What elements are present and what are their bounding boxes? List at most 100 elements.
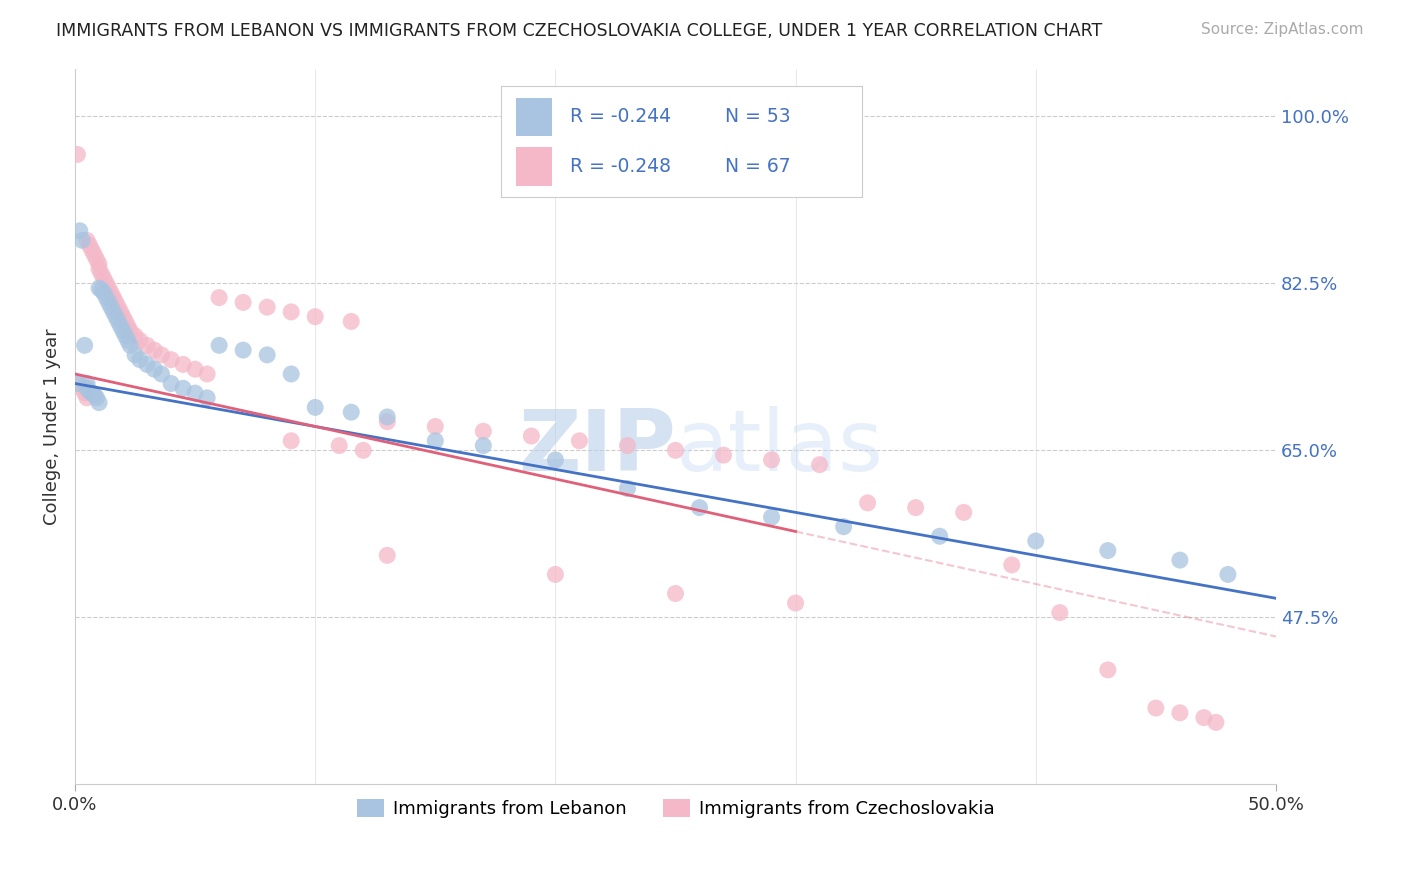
Point <box>114 328 136 343</box>
Point <box>664 443 686 458</box>
Point <box>375 549 398 563</box>
Point <box>114 314 136 328</box>
Point <box>232 295 254 310</box>
Point <box>1001 558 1024 572</box>
Point <box>208 338 231 352</box>
Point <box>160 376 183 391</box>
Point <box>87 281 110 295</box>
Text: IMMIGRANTS FROM LEBANON VS IMMIGRANTS FROM CZECHOSLOVAKIA COLLEGE, UNDER 1 YEAR : IMMIGRANTS FROM LEBANON VS IMMIGRANTS FR… <box>56 22 1102 40</box>
Point <box>904 500 927 515</box>
Point <box>93 285 115 300</box>
Point <box>66 147 89 161</box>
Text: Source: ZipAtlas.com: Source: ZipAtlas.com <box>1201 22 1364 37</box>
Point <box>425 419 447 434</box>
Point <box>73 338 96 352</box>
Point <box>76 391 98 405</box>
Point <box>117 334 139 348</box>
Point <box>568 434 591 448</box>
Point <box>256 348 278 362</box>
Point <box>103 291 125 305</box>
Point <box>616 482 638 496</box>
Point <box>93 271 115 285</box>
Point <box>1205 715 1227 730</box>
Point <box>90 283 112 297</box>
Point <box>143 343 166 358</box>
Point <box>160 352 183 367</box>
Point <box>1192 710 1215 724</box>
Point <box>304 310 326 324</box>
Point <box>80 243 103 257</box>
Point <box>544 567 567 582</box>
Point <box>616 439 638 453</box>
Point <box>107 300 129 314</box>
Point <box>232 343 254 358</box>
Point <box>136 338 159 352</box>
Point <box>184 386 207 401</box>
Point <box>328 439 350 453</box>
Point <box>97 295 120 310</box>
Text: atlas: atlas <box>675 407 883 490</box>
Point <box>83 247 105 261</box>
Point <box>70 233 93 247</box>
Point <box>112 324 135 338</box>
Point <box>832 519 855 533</box>
Point <box>76 381 98 395</box>
Point <box>761 453 783 467</box>
Point <box>472 439 495 453</box>
Point <box>520 429 543 443</box>
Point <box>352 443 374 458</box>
Point <box>128 334 150 348</box>
Point <box>104 310 127 324</box>
Point <box>761 510 783 524</box>
Point <box>107 314 129 328</box>
Point <box>80 386 103 401</box>
Point <box>150 348 173 362</box>
Point <box>69 224 91 238</box>
Point <box>87 262 110 277</box>
Point <box>1168 553 1191 567</box>
Point <box>150 367 173 381</box>
Point <box>472 424 495 438</box>
Point <box>143 362 166 376</box>
Point <box>69 376 91 391</box>
Point <box>76 233 98 247</box>
Point <box>1097 663 1119 677</box>
Point <box>112 310 135 324</box>
Point <box>87 257 110 271</box>
Point <box>928 529 950 543</box>
Text: ZIP: ZIP <box>517 407 675 490</box>
Point <box>689 500 711 515</box>
Point <box>172 358 194 372</box>
Point <box>375 409 398 424</box>
Point <box>79 238 101 252</box>
Point <box>280 305 302 319</box>
Point <box>128 352 150 367</box>
Point <box>280 367 302 381</box>
Point <box>100 285 122 300</box>
Point <box>86 252 108 267</box>
Point <box>1168 706 1191 720</box>
Point <box>124 348 146 362</box>
Point <box>103 305 125 319</box>
Point <box>184 362 207 376</box>
Point <box>120 338 142 352</box>
Point <box>1097 543 1119 558</box>
Point <box>117 319 139 334</box>
Point <box>87 395 110 409</box>
Point <box>785 596 807 610</box>
Point <box>375 415 398 429</box>
Point <box>120 324 142 338</box>
Point <box>124 328 146 343</box>
Point <box>96 291 118 305</box>
Point <box>86 391 108 405</box>
Point <box>136 358 159 372</box>
Point <box>66 376 89 391</box>
Point <box>340 405 363 419</box>
Point <box>104 295 127 310</box>
Point <box>280 434 302 448</box>
Point <box>70 381 93 395</box>
Point <box>425 434 447 448</box>
Point <box>713 448 735 462</box>
Point <box>1144 701 1167 715</box>
Point <box>97 281 120 295</box>
